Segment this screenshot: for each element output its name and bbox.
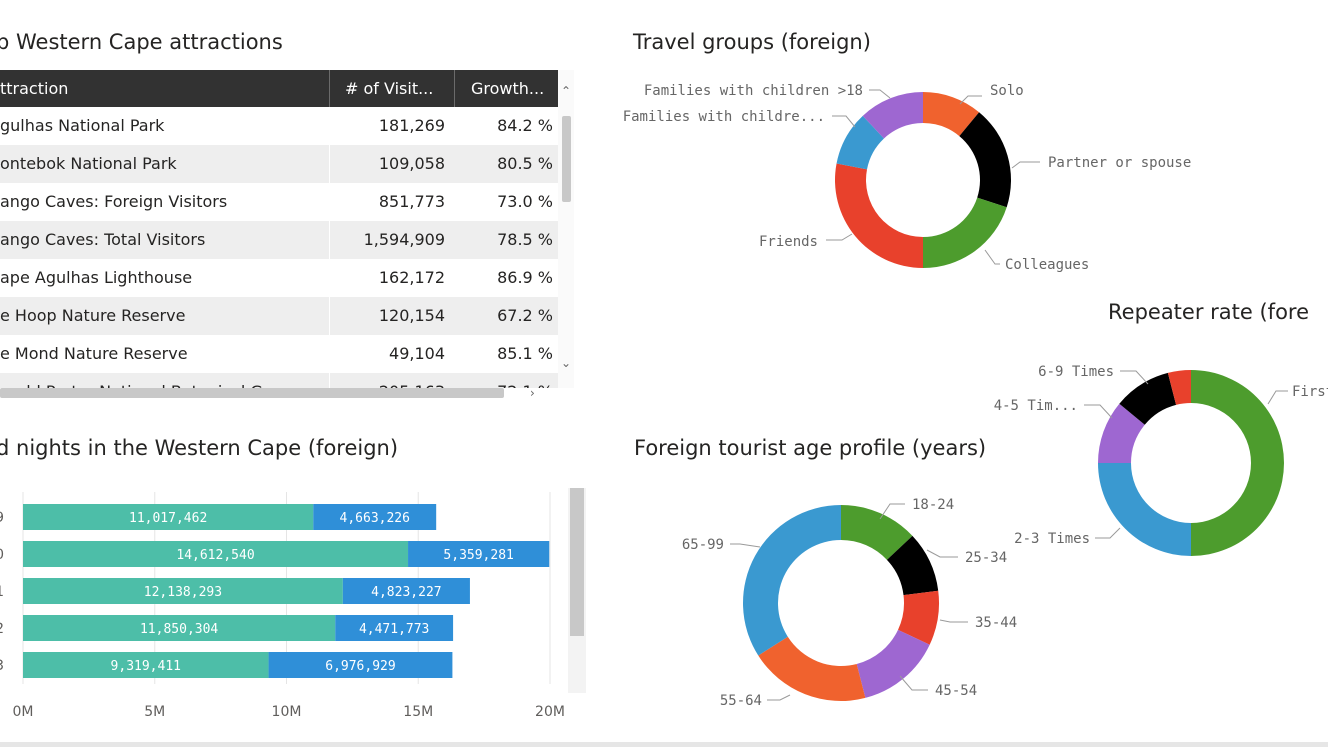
donut-slice[interactable]: [886, 535, 939, 596]
x-tick-label: 5M: [144, 704, 165, 720]
cell-attraction: ontebok National Park: [0, 154, 177, 173]
bar-segment[interactable]: [408, 541, 550, 567]
bar-value-label: 9,319,411: [111, 659, 181, 674]
cell-attraction: ango Caves: Foreign Visitors: [0, 192, 228, 211]
scroll-up-icon[interactable]: ⌃: [561, 84, 572, 98]
cell-growth: 86.9 %: [497, 268, 553, 287]
cell-visitors: 205,163: [340, 373, 445, 388]
header-growth[interactable]: Growth...: [471, 79, 545, 98]
cell-growth: 78.5 %: [497, 230, 553, 249]
cell-visitors: 162,172: [378, 268, 445, 287]
bar-segment[interactable]: [23, 504, 314, 530]
bar-segment[interactable]: [23, 578, 343, 604]
cell-attraction: ango Caves: Total Visitors: [0, 230, 206, 249]
donut-slice[interactable]: [758, 636, 866, 701]
bar-value-label: 4,663,226: [340, 511, 410, 526]
bar-value-label: 5,359,281: [443, 548, 513, 563]
bar-segment[interactable]: [23, 541, 409, 567]
table-header: ttraction # of Visit... Growth...: [0, 70, 558, 107]
bar-segment[interactable]: [23, 652, 269, 678]
donut-slice[interactable]: [834, 163, 923, 268]
cell-visitors: 109,058: [378, 154, 445, 173]
cell-growth: 84.2 %: [497, 116, 553, 135]
donut-slice[interactable]: [1098, 403, 1145, 463]
y-tick-label: 3: [0, 658, 4, 674]
scroll-right-icon[interactable]: ›: [530, 386, 535, 400]
vertical-scroll-thumb[interactable]: [562, 116, 571, 202]
cell-attraction: arald Porter National Botanical G: [0, 373, 325, 388]
bar-value-label: 12,138,293: [144, 585, 222, 600]
bar-value-label: 14,612,540: [176, 548, 254, 563]
x-tick-label: 10M: [272, 704, 302, 720]
y-tick-label: 9: [0, 510, 4, 526]
table-row[interactable]: e Mond Nature Reserve 49,104 85.1 %: [0, 335, 558, 373]
table-row[interactable]: ango Caves: Foreign Visitors 851,773 73.…: [0, 183, 558, 221]
donut-slice[interactable]: [743, 504, 841, 656]
table-row[interactable]: ape Agulhas Lighthouse 162,172 86.9 %: [0, 259, 558, 297]
bar-segment[interactable]: [23, 615, 336, 641]
chart-scroll-thumb[interactable]: [570, 488, 584, 636]
cell-visitors: 49,104: [389, 344, 445, 363]
donut-slice[interactable]: [1191, 370, 1284, 556]
age-profile-title: Foreign tourist age profile (years): [634, 436, 987, 460]
cell-growth: 85.1 %: [497, 344, 553, 363]
bar-value-label: 4,823,227: [371, 585, 441, 600]
bar-segment[interactable]: [335, 615, 454, 641]
cell-growth: 73.0 %: [497, 192, 553, 211]
y-tick-label: 1: [0, 584, 4, 600]
donut-slice[interactable]: [959, 112, 1011, 208]
bar-value-label: 11,017,462: [129, 511, 207, 526]
x-tick-label: 20M: [535, 704, 565, 720]
donut-slice[interactable]: [1119, 372, 1177, 425]
cell-visitors: 120,154: [378, 306, 445, 325]
donut-slice[interactable]: [862, 92, 923, 139]
y-tick-label: 0: [0, 547, 4, 563]
x-tick-label: 0M: [13, 704, 34, 720]
scroll-down-icon[interactable]: ⌄: [561, 356, 572, 370]
table-row[interactable]: ango Caves: Total Visitors 1,594,909 78.…: [0, 221, 558, 259]
cell-visitors: 851,773: [378, 192, 445, 211]
repeater-title: Repeater rate (fore: [1108, 300, 1310, 324]
cell-growth: 67.2 %: [497, 306, 553, 325]
table-row[interactable]: gulhas National Park 181,269 84.2 %: [0, 107, 558, 145]
table-row[interactable]: arald Porter National Botanical G 205,16…: [0, 373, 558, 388]
bar-segment[interactable]: [313, 504, 437, 530]
attractions-title: p Western Cape attractions: [0, 30, 283, 54]
donut-slice[interactable]: [841, 505, 913, 560]
donut-slice[interactable]: [1167, 370, 1191, 405]
cell-visitors: 1,594,909: [363, 230, 445, 249]
header-visitors[interactable]: # of Visit...: [345, 79, 434, 98]
bar-value-label: 11,850,304: [140, 622, 218, 637]
table-vertical-scrollbar[interactable]: ⌃ ⌄: [558, 70, 574, 388]
cell-growth: 80.5 %: [497, 154, 553, 173]
chart-vertical-scrollbar[interactable]: [568, 488, 586, 693]
cell-attraction: e Hoop Nature Reserve: [0, 306, 186, 325]
header-attraction[interactable]: ttraction: [0, 79, 69, 98]
bar-value-label: 6,976,929: [325, 659, 395, 674]
bar-segment[interactable]: [268, 652, 453, 678]
donut-slice[interactable]: [898, 590, 939, 645]
x-tick-label: 15M: [403, 704, 433, 720]
cell-growth: 72.1 %: [460, 373, 553, 388]
bar-value-label: 4,471,773: [359, 622, 429, 637]
travel-groups-title: Travel groups (foreign): [633, 30, 871, 54]
y-tick-label: 2: [0, 621, 4, 637]
cell-attraction: gulhas National Park: [0, 116, 165, 135]
cell-attraction: ape Agulhas Lighthouse: [0, 268, 193, 287]
table-row[interactable]: ontebok National Park 109,058 80.5 %: [0, 145, 558, 183]
donut-slice[interactable]: [923, 197, 1007, 268]
table-row[interactable]: e Hoop Nature Reserve 120,154 67.2 %: [0, 297, 558, 335]
attractions-table: ttraction # of Visit... Growth... gulhas…: [0, 70, 574, 388]
cell-visitors: 181,269: [378, 116, 445, 135]
donut-slice[interactable]: [856, 629, 930, 698]
bed-nights-title: d nights in the Western Cape (foreign): [0, 436, 399, 460]
horizontal-scroll-thumb[interactable]: [0, 388, 504, 398]
page-bottom-border: [0, 742, 1328, 747]
donut-slice[interactable]: [836, 115, 884, 170]
donut-slice[interactable]: [1098, 463, 1191, 556]
cell-attraction: e Mond Nature Reserve: [0, 344, 188, 363]
bar-segment[interactable]: [342, 578, 470, 604]
